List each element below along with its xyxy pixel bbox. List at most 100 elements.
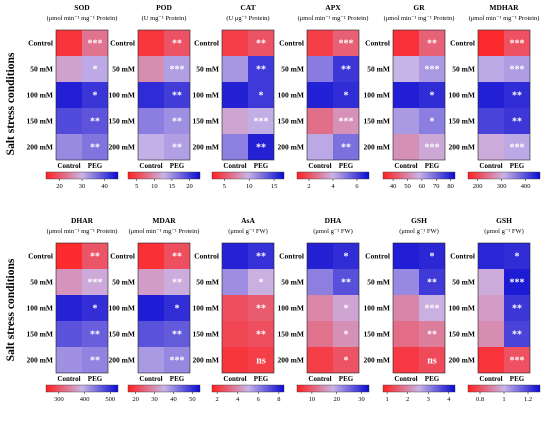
- significance-label: **: [256, 65, 266, 76]
- heatmap-cell: [333, 56, 359, 82]
- column-label: Control: [57, 162, 80, 170]
- colorbar-tick-label: 60: [419, 183, 426, 190]
- row-label: 200 mM: [449, 356, 475, 365]
- heatmap-cell: [478, 295, 504, 321]
- heatmap-cell: [504, 347, 530, 373]
- colorbar-tick-label: 400: [80, 396, 90, 403]
- row-label: 200 mM: [109, 143, 135, 152]
- row-label: Control: [365, 39, 390, 48]
- significance-label: **: [512, 304, 522, 315]
- significance-label: ns: [427, 356, 437, 367]
- colorbar: [467, 171, 541, 180]
- significance-label: **: [172, 117, 182, 128]
- panel-mdar-8: MDAR(μmol min⁻¹ mg⁻¹ Protein)**********C…: [109, 216, 201, 403]
- significance-label: **: [427, 330, 437, 341]
- colorbar-tick-label: 20: [333, 396, 340, 403]
- heatmap-cell: [82, 321, 108, 347]
- heatmap-cell: [82, 134, 108, 160]
- row-label: 100 mM: [449, 304, 475, 313]
- column-label: PEG: [254, 375, 269, 383]
- colorbar: [211, 384, 285, 393]
- significance-label: **: [256, 304, 266, 315]
- significance-label: **: [172, 278, 182, 289]
- colorbar-tick-label: 50: [189, 396, 196, 403]
- heatmap-cell: [138, 30, 164, 56]
- heatmap-cell: [478, 134, 504, 160]
- heatmap-cell: [56, 134, 82, 160]
- row-label: 150 mM: [27, 330, 53, 339]
- heatmap-border: [477, 29, 531, 161]
- heatmap-cell: [222, 243, 248, 269]
- column-label: PEG: [254, 162, 269, 170]
- column-label: PEG: [339, 375, 354, 383]
- significance-label: *: [430, 252, 435, 263]
- heatmap-cell: [82, 243, 108, 269]
- heatmap-cell: [504, 243, 530, 269]
- colorbar-tick-label: 4: [236, 396, 240, 403]
- significance-label: ***: [425, 65, 440, 76]
- heatmap-cell: [504, 30, 530, 56]
- heatmap-cell: [307, 269, 333, 295]
- heatmap-cell: [393, 108, 419, 134]
- column-label: Control: [139, 162, 162, 170]
- panel-unit: (μmol min⁻¹ mg⁻¹ Protein): [298, 15, 369, 22]
- row-label: 150 mM: [278, 330, 304, 339]
- column-label: Control: [394, 375, 417, 383]
- row-label: 50 mM: [452, 65, 475, 74]
- row-label: Control: [279, 39, 304, 48]
- column-label: Control: [139, 375, 162, 383]
- significance-label: ***: [510, 278, 525, 289]
- significance-label: ***: [510, 65, 525, 76]
- column-label: PEG: [88, 375, 103, 383]
- column-label: Control: [223, 375, 246, 383]
- heatmap-cell: [419, 269, 445, 295]
- colorbar: [296, 171, 370, 180]
- heatmap-border: [55, 29, 109, 161]
- significance-label: ***: [510, 143, 525, 154]
- significance-label: **: [341, 65, 351, 76]
- colorbar-tick-label: 40: [390, 183, 397, 190]
- heatmap-border: [221, 242, 275, 374]
- heatmap-cell: [307, 56, 333, 82]
- heatmap-cell: [504, 269, 530, 295]
- heatmap-cell: [504, 321, 530, 347]
- row-label: 50 mM: [30, 278, 53, 287]
- heatmap-cell: [164, 30, 190, 56]
- significance-label: *: [344, 304, 349, 315]
- heatmap-cell: [164, 321, 190, 347]
- colorbar: [467, 384, 541, 393]
- heatmap-cell: [504, 295, 530, 321]
- heatmap-cell: [222, 82, 248, 108]
- heatmap-cell: [138, 269, 164, 295]
- colorbar-tick-label: 30: [151, 396, 158, 403]
- row-label: 50 mM: [367, 278, 390, 287]
- heatmap-cell: [307, 243, 333, 269]
- heatmap-border: [55, 242, 109, 374]
- column-label: Control: [479, 162, 502, 170]
- row-label: 200 mM: [449, 143, 475, 152]
- row-label: 200 mM: [193, 356, 219, 365]
- row-label: Control: [194, 39, 219, 48]
- heatmap-cell: [138, 82, 164, 108]
- significance-label: *: [430, 117, 435, 128]
- colorbar-tick-label: 1.2: [524, 396, 532, 403]
- panel-unit: (μmol g⁻¹ FW): [484, 228, 524, 235]
- column-label: PEG: [170, 375, 185, 383]
- row-label: Control: [28, 252, 53, 261]
- heatmap-cell: [333, 82, 359, 108]
- heatmap-cell: [56, 82, 82, 108]
- colorbar-tick-label: 4: [331, 183, 335, 190]
- significance-label: **: [90, 143, 100, 154]
- column-label: Control: [394, 162, 417, 170]
- heatmap-cell: [419, 56, 445, 82]
- heatmap-cell: [393, 243, 419, 269]
- heatmap-cell: [56, 30, 82, 56]
- significance-label: **: [90, 330, 100, 341]
- column-label: Control: [223, 162, 246, 170]
- heatmap-cell: [222, 347, 248, 373]
- heatmap-cell: [333, 269, 359, 295]
- row-label: Control: [450, 252, 475, 261]
- heatmap-cell: [138, 134, 164, 160]
- row-label: 50 mM: [367, 65, 390, 74]
- y-axis-label-bottom: Salt stress conditions: [5, 258, 17, 361]
